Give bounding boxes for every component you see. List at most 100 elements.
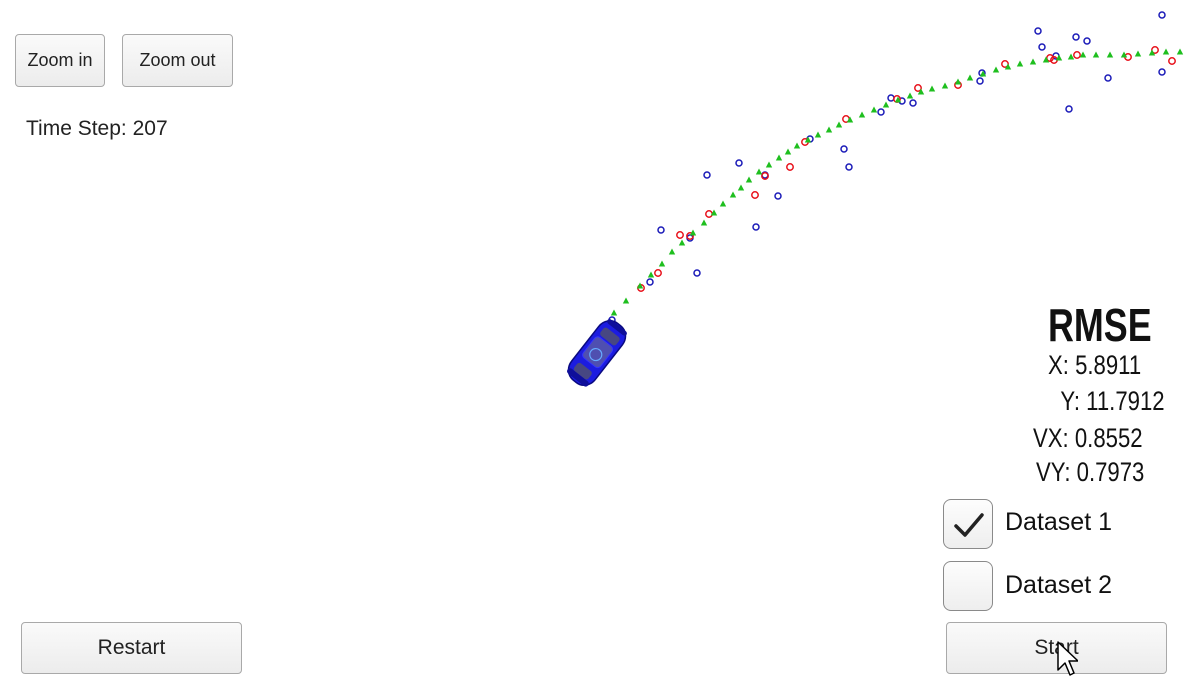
rmse-x-value: 5.8911 <box>1075 350 1142 380</box>
estimate-marker <box>755 168 763 175</box>
estimate-marker <box>745 176 753 183</box>
estimate-marker <box>928 85 936 92</box>
rmse-x-label: X: <box>1048 350 1069 380</box>
estimate-marker <box>678 239 686 246</box>
estimate-marker <box>1120 51 1128 58</box>
rmse-vx-value: 0.8552 <box>1074 423 1143 453</box>
rmse-vy-value: 0.7973 <box>1076 457 1145 487</box>
estimate-marker <box>647 271 655 278</box>
estimate-marker <box>729 191 737 198</box>
radar-marker <box>1083 37 1091 45</box>
radar-measurements <box>608 11 1166 324</box>
rmse-vx-label: VX: <box>1033 423 1069 453</box>
estimate-marker <box>622 297 630 304</box>
estimate-marker <box>719 200 727 207</box>
radar-marker <box>898 97 906 105</box>
estimate-marker <box>954 78 962 85</box>
estimate-marker <box>793 142 801 149</box>
radar-marker <box>840 145 848 153</box>
lidar-measurements <box>616 46 1176 334</box>
rmse-title: RMSE <box>1048 299 1152 351</box>
estimate-marker <box>882 101 890 108</box>
estimate-marker <box>804 136 812 143</box>
estimate-marker <box>765 161 773 168</box>
estimate-marker <box>814 131 822 138</box>
lidar-marker <box>1168 57 1176 65</box>
rmse-x: X: 5.8911 <box>1048 350 1141 381</box>
lidar-marker <box>676 231 684 239</box>
estimate-marker <box>1004 63 1012 70</box>
estimate-marker <box>979 70 987 77</box>
dataset-1-checkbox[interactable] <box>943 499 993 549</box>
radar-marker <box>1065 105 1073 113</box>
radar-marker <box>1158 11 1166 19</box>
lidar-marker <box>1073 51 1081 59</box>
estimate-marker <box>835 121 843 128</box>
estimate-marker <box>1176 48 1184 55</box>
estimate-marker <box>941 82 949 89</box>
radar-marker <box>845 163 853 171</box>
radar-marker <box>761 171 769 179</box>
radar-marker <box>774 192 782 200</box>
radar-marker <box>1052 52 1060 60</box>
estimate-marker <box>917 88 925 95</box>
zoom-out-button[interactable]: Zoom out <box>122 34 233 87</box>
lidar-marker <box>686 232 694 240</box>
estimate-marker <box>992 66 1000 73</box>
lidar-marker <box>637 284 645 292</box>
lidar-marker <box>1151 46 1159 54</box>
dataset-2-checkbox[interactable] <box>943 561 993 611</box>
estimate-marker <box>1148 49 1156 56</box>
estimate-marker <box>775 154 783 161</box>
radar-marker <box>976 77 984 85</box>
rmse-y: Y: 11.7912 <box>1048 386 1164 417</box>
estimate-marker <box>1042 56 1050 63</box>
radar-marker <box>686 234 694 242</box>
radar-marker <box>1104 74 1112 82</box>
radar-marker <box>1034 27 1042 35</box>
estimate-marker <box>1016 60 1024 67</box>
estimate-marker <box>784 148 792 155</box>
rmse-y-label: Y: <box>1060 386 1081 416</box>
lidar-marker <box>1050 56 1058 64</box>
estimate-marker <box>825 126 833 133</box>
checkmark-icon <box>954 513 984 537</box>
start-button[interactable]: Start <box>946 622 1167 674</box>
estimate-marker <box>1079 51 1087 58</box>
lidar-marker <box>761 172 769 180</box>
rmse-vy: VY: 0.7973 <box>1036 457 1144 488</box>
restart-button[interactable]: Restart <box>21 622 242 674</box>
radar-marker <box>703 171 711 179</box>
estimate-marker <box>610 309 618 316</box>
estimate-marker <box>689 229 697 236</box>
estimate-marker <box>1134 50 1142 57</box>
radar-marker <box>877 108 885 116</box>
radar-marker <box>1038 43 1046 51</box>
lidar-marker <box>893 95 901 103</box>
radar-marker <box>646 278 654 286</box>
lidar-marker <box>954 81 962 89</box>
car-icon <box>567 319 627 387</box>
radar-marker <box>608 316 616 324</box>
estimate-marker <box>1029 58 1037 65</box>
rmse-vy-label: VY: <box>1036 457 1071 487</box>
lidar-marker <box>654 269 662 277</box>
radar-marker <box>887 94 895 102</box>
time-step-value: 207 <box>132 117 168 140</box>
estimate-marker <box>737 184 745 191</box>
radar-marker <box>806 135 814 143</box>
lidar-marker <box>751 191 759 199</box>
lidar-marker <box>1001 60 1009 68</box>
dataset-2-label[interactable]: Dataset 2 <box>1005 571 1113 599</box>
lidar-marker <box>786 163 794 171</box>
radar-marker <box>1158 68 1166 76</box>
lidar-marker <box>801 138 809 146</box>
lidar-marker <box>1046 54 1054 62</box>
estimate-marker <box>1092 51 1100 58</box>
estimate-marker <box>906 92 914 99</box>
dataset-1-label[interactable]: Dataset 1 <box>1005 508 1113 536</box>
lidar-marker <box>842 115 850 123</box>
zoom-in-button[interactable]: Zoom in <box>15 34 105 87</box>
estimate-marker <box>700 219 708 226</box>
